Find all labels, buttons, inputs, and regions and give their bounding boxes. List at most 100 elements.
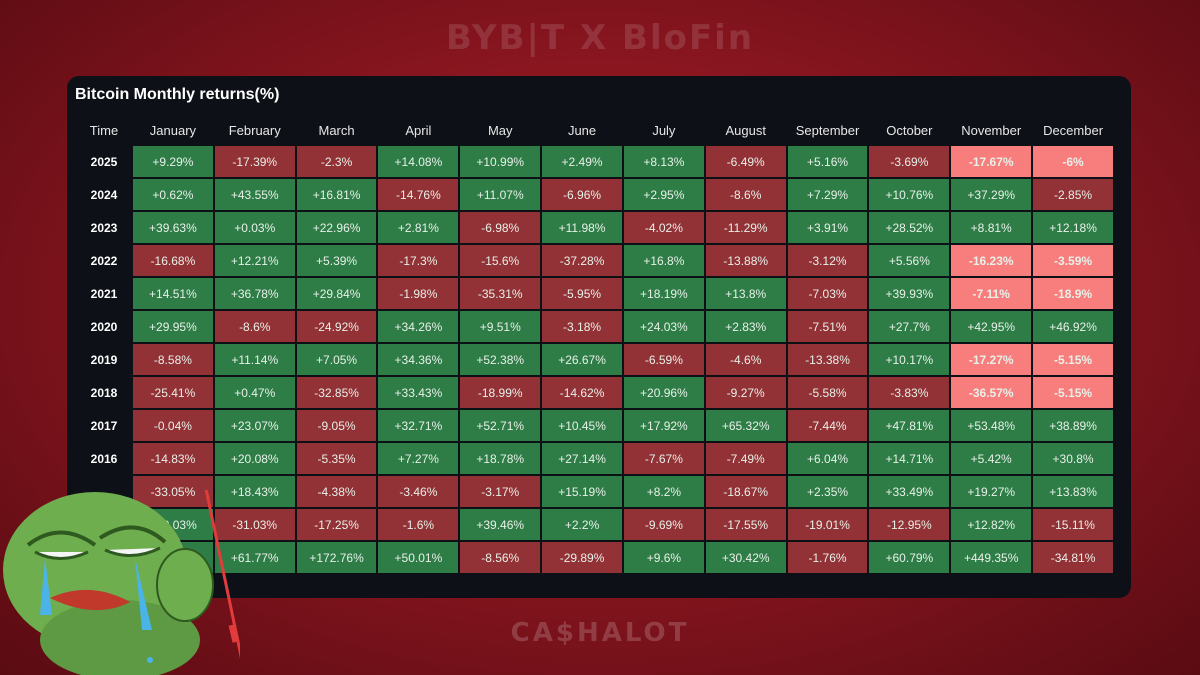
table-row: 2020 +29.95% -8.6% -24.92% +34.26% +9.51% -3.1… bbox=[75, 309, 1115, 344]
return-cell: -34.81% bbox=[1031, 540, 1115, 575]
table-row: 2018 -25.41% +0.47% -32.85% +33.43% -18.99% -1… bbox=[75, 375, 1115, 410]
return-cell: +14.08% bbox=[376, 144, 461, 179]
return-cell: +65.32% bbox=[703, 408, 788, 443]
panel-title: Bitcoin Monthly returns(%) bbox=[75, 86, 280, 103]
return-cell: -37.28% bbox=[540, 243, 624, 278]
return-cell: +22.96% bbox=[294, 210, 379, 245]
return-cell: +7.27% bbox=[376, 441, 461, 476]
column-header-april: April bbox=[405, 122, 432, 138]
return-cell: +0.62% bbox=[131, 177, 215, 212]
return-cell: +10.45% bbox=[540, 408, 624, 443]
return-cell: -4.02% bbox=[621, 210, 706, 245]
return-cell: +12.21% bbox=[212, 243, 297, 278]
table-row: 2016 -14.83% +20.08% -5.35% +7.27% +18.78% +27… bbox=[75, 441, 1115, 476]
table-body: 2025 +9.29% -17.39% -2.3% +14.08% +10.99% +2.4… bbox=[75, 144, 1115, 575]
return-cell: -6.98% bbox=[458, 210, 543, 245]
return-cell: -18.99% bbox=[458, 375, 543, 410]
return-cell: +39.93% bbox=[867, 276, 952, 311]
returns-panel: Bitcoin Monthly returns(%) Time January Fe… bbox=[67, 76, 1131, 598]
return-cell: +5.16% bbox=[785, 144, 870, 179]
return-cell: +39.46% bbox=[458, 507, 543, 542]
year-cell: 2020 bbox=[75, 309, 133, 344]
column-header-september: September bbox=[795, 122, 860, 138]
return-cell: +9.51% bbox=[458, 309, 543, 344]
return-cell: +172.76% bbox=[294, 540, 379, 575]
year-cell: 2018 bbox=[75, 375, 133, 410]
return-cell: +28.52% bbox=[867, 210, 952, 245]
return-cell: +2.35% bbox=[785, 474, 870, 509]
table-row: 2025 +9.29% -17.39% -2.3% +14.08% +10.99% +2.4… bbox=[75, 144, 1115, 179]
return-cell: -7.03% bbox=[785, 276, 870, 311]
return-cell: -3.18% bbox=[540, 309, 624, 344]
return-cell: -25.41% bbox=[131, 375, 215, 410]
return-cell: +11.14% bbox=[212, 342, 297, 377]
return-cell: +14.71% bbox=[867, 441, 952, 476]
return-cell: -1.6% bbox=[376, 507, 461, 542]
return-cell: -17.27% bbox=[949, 342, 1034, 377]
return-cell: -8.6% bbox=[703, 177, 788, 212]
return-cell: -8.58% bbox=[131, 342, 215, 377]
return-cell: +3.91% bbox=[785, 210, 870, 245]
return-cell: -13.88% bbox=[703, 243, 788, 278]
column-header-march: March bbox=[318, 122, 355, 138]
return-cell: -18.9% bbox=[1031, 276, 1115, 311]
return-cell: +16.8% bbox=[621, 243, 706, 278]
return-cell: -8.56% bbox=[458, 540, 543, 575]
return-cell: +2.81% bbox=[376, 210, 461, 245]
column-header-july: July bbox=[652, 122, 676, 138]
return-cell: +16.81% bbox=[294, 177, 379, 212]
return-cell: -36.57% bbox=[949, 375, 1034, 410]
column-header-february: February bbox=[228, 122, 281, 138]
column-header-june: June bbox=[567, 122, 597, 138]
return-cell: +0.03% bbox=[212, 210, 297, 245]
table-row: +10.03% -31.03% -17.25% -1.6% +39.46% +2.2% -9… bbox=[75, 507, 1115, 542]
return-cell: -6.96% bbox=[540, 177, 624, 212]
return-cell: +60.79% bbox=[867, 540, 952, 575]
return-cell: +14.51% bbox=[131, 276, 215, 311]
return-cell: -3.46% bbox=[376, 474, 461, 509]
return-cell: +10.17% bbox=[867, 342, 952, 377]
return-cell: +61.77% bbox=[212, 540, 297, 575]
return-cell: -7.11% bbox=[949, 276, 1034, 311]
return-cell: +2.49% bbox=[540, 144, 624, 179]
return-cell: +7.29% bbox=[785, 177, 870, 212]
return-cell: -33.05% bbox=[131, 474, 215, 509]
return-cell: -4.6% bbox=[703, 342, 788, 377]
return-cell: -7.44% bbox=[785, 408, 870, 443]
return-cell: -11.29% bbox=[703, 210, 788, 245]
brand-watermark-top: BYB|T X BloFin bbox=[445, 18, 755, 58]
return-cell: +43.55% bbox=[212, 177, 297, 212]
return-cell: -6% bbox=[1031, 144, 1115, 179]
year-cell: 2019 bbox=[75, 342, 133, 377]
return-cell: +47.81% bbox=[867, 408, 952, 443]
return-cell: +17.92% bbox=[621, 408, 706, 443]
return-cell: +11.98% bbox=[540, 210, 624, 245]
return-cell: -3.69% bbox=[867, 144, 952, 179]
return-cell: -9.27% bbox=[703, 375, 788, 410]
return-cell: +2.2% bbox=[540, 507, 624, 542]
return-cell: +449.35% bbox=[949, 540, 1034, 575]
return-cell: -5.95% bbox=[540, 276, 624, 311]
return-cell: +33.43% bbox=[376, 375, 461, 410]
return-cell: -0.04% bbox=[131, 408, 215, 443]
return-cell: +5.42% bbox=[949, 441, 1034, 476]
return-cell: -17.55% bbox=[703, 507, 788, 542]
return-cell: +10.99% bbox=[458, 144, 543, 179]
return-cell: +37.29% bbox=[949, 177, 1034, 212]
return-cell: -3.12% bbox=[785, 243, 870, 278]
return-cell: -9.69% bbox=[621, 507, 706, 542]
return-cell: -9.05% bbox=[294, 408, 379, 443]
return-cell: -3.17% bbox=[458, 474, 543, 509]
return-cell: +5.39% bbox=[294, 243, 379, 278]
return-cell: -16.68% bbox=[131, 243, 215, 278]
return-cell: -29.89% bbox=[540, 540, 624, 575]
return-cell: +12.82% bbox=[949, 507, 1034, 542]
year-cell: 2021 bbox=[75, 276, 133, 311]
return-cell: -1.98% bbox=[376, 276, 461, 311]
return-cell: +5.56% bbox=[867, 243, 952, 278]
return-cell: -1.76% bbox=[785, 540, 870, 575]
return-cell: -7.67% bbox=[621, 441, 706, 476]
return-cell: +32.71% bbox=[376, 408, 461, 443]
return-cell: +29.84% bbox=[294, 276, 379, 311]
return-cell: -17.25% bbox=[294, 507, 379, 542]
